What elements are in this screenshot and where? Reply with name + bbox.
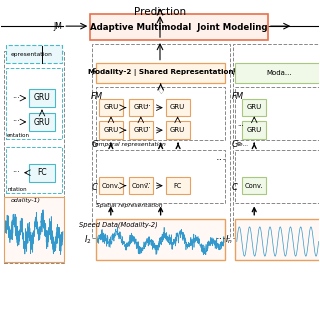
Text: Conv.: Conv. [132,182,150,188]
Text: ···: ··· [12,94,20,103]
Text: FM: FM [91,92,103,101]
FancyBboxPatch shape [90,14,268,40]
Text: ···: ··· [12,168,20,177]
Text: FC: FC [173,182,182,188]
Text: Spatial representation: Spatial representation [96,203,162,208]
Text: GRU: GRU [34,117,50,127]
FancyBboxPatch shape [166,177,189,194]
Text: C: C [232,183,238,192]
Text: ···: ··· [216,234,227,244]
Text: $I_2$: $I_2$ [84,233,92,245]
FancyBboxPatch shape [96,219,225,260]
Text: ···: ··· [144,125,151,131]
Text: ntation: ntation [7,187,27,192]
Text: Adaptive Multimodal  Joint Modeling: Adaptive Multimodal Joint Modeling [90,23,268,32]
FancyBboxPatch shape [29,164,55,181]
FancyBboxPatch shape [129,99,153,116]
Text: Prediction: Prediction [134,7,186,17]
FancyBboxPatch shape [129,177,153,194]
Text: G: G [232,140,238,149]
FancyBboxPatch shape [4,197,64,262]
Text: GRU: GRU [34,93,50,102]
FancyBboxPatch shape [243,177,266,194]
Text: $I_n$: $I_n$ [225,233,233,245]
Text: GRU: GRU [103,105,119,110]
FancyBboxPatch shape [99,121,123,139]
Text: Moda...: Moda... [266,70,292,76]
Text: ♢: ♢ [156,86,165,97]
FancyBboxPatch shape [99,177,123,194]
Text: Speed Data(Modality-2): Speed Data(Modality-2) [79,222,158,228]
Text: Conv.: Conv. [245,182,264,188]
Text: C: C [91,183,97,192]
FancyBboxPatch shape [166,121,189,139]
Text: JM: JM [54,22,63,31]
Text: ···: ··· [144,181,151,187]
FancyBboxPatch shape [236,63,320,83]
Text: GRU: GRU [247,127,262,133]
FancyBboxPatch shape [96,63,225,83]
FancyBboxPatch shape [6,45,62,63]
Text: ···: ··· [237,123,244,129]
Text: Temporal representation: Temporal representation [92,142,166,147]
Text: GRU: GRU [133,105,148,110]
Text: $R_n$: $R_n$ [232,67,243,79]
Text: Te...: Te... [237,142,249,147]
Text: entation: entation [7,133,30,138]
Text: G: G [91,140,98,149]
FancyBboxPatch shape [29,113,55,131]
Text: ···: ··· [12,117,20,126]
Text: GRU: GRU [247,105,262,110]
Text: ···: ··· [144,103,151,109]
Text: Conv.: Conv. [102,182,120,188]
Text: GRU: GRU [133,127,148,133]
FancyBboxPatch shape [29,89,55,107]
Text: FM: FM [232,92,244,101]
Text: GRU: GRU [170,105,185,110]
Text: GRU: GRU [103,127,119,133]
Text: ···: ··· [216,155,227,165]
FancyBboxPatch shape [243,99,266,116]
Text: odality-1): odality-1) [11,198,41,203]
Text: epresentation: epresentation [11,52,53,57]
FancyBboxPatch shape [166,99,189,116]
Text: GRU: GRU [170,127,185,133]
FancyBboxPatch shape [129,121,153,139]
FancyBboxPatch shape [243,121,266,139]
Text: Modality-2 | Shared Representation: Modality-2 | Shared Representation [88,69,234,76]
Text: $R_2$: $R_2$ [91,67,102,79]
FancyBboxPatch shape [99,99,123,116]
FancyBboxPatch shape [236,219,320,260]
Text: FC: FC [37,168,47,177]
